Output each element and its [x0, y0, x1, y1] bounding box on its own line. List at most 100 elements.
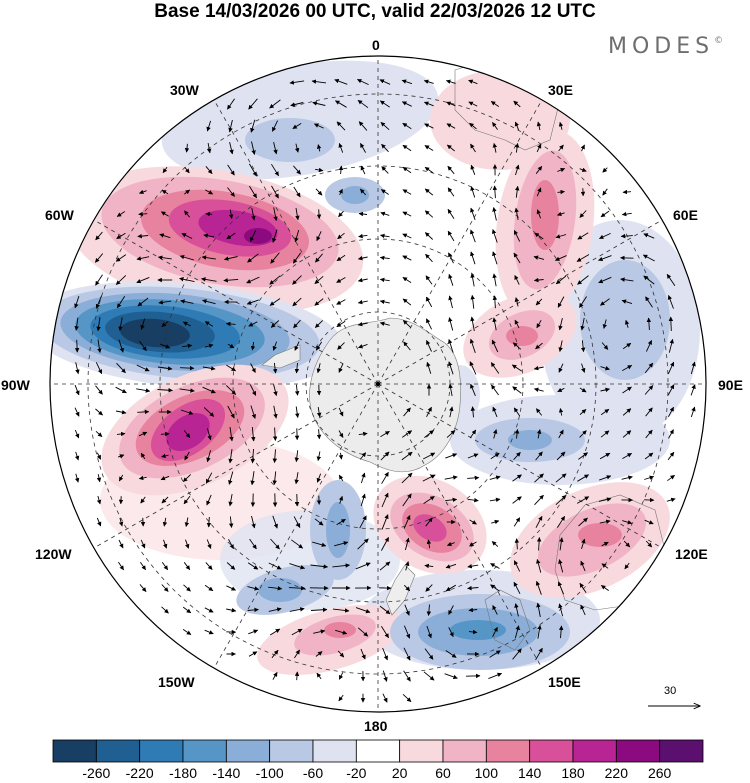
wind-vector-arrow: [447, 338, 454, 353]
wind-vector-arrow: [338, 188, 343, 196]
wind-vector-arrow: [162, 166, 168, 174]
wind-vector-arrow: [401, 101, 412, 107]
wind-vector-arrow: [332, 608, 350, 613]
wind-vector-arrow: [512, 342, 522, 350]
wind-vector-arrow: [535, 647, 543, 661]
wind-vector-arrow: [468, 629, 478, 635]
wind-vector-arrow: [202, 299, 216, 305]
wind-vector-arrow: [645, 296, 653, 308]
wind-vector-arrow: [204, 584, 214, 592]
wind-vector-arrow: [203, 407, 215, 417]
wind-vector-arrow: [536, 121, 542, 131]
wind-vector-arrow: [288, 585, 306, 591]
wind-vector-arrow: [336, 320, 346, 328]
wind-vector-arrow: [182, 606, 192, 614]
wind-vector-arrow: [534, 232, 544, 240]
wind-vector-arrow: [182, 321, 191, 327]
wind-vector-arrow: [118, 517, 124, 527]
wind-vector-arrow: [163, 539, 168, 549]
wind-vector-arrow: [490, 563, 500, 569]
wind-vector-arrow: [94, 253, 104, 263]
wind-vector-arrow: [448, 295, 453, 309]
wind-vector-arrow: [602, 319, 608, 329]
wind-vector-arrow: [514, 185, 520, 198]
wind-vector-arrow: [470, 143, 476, 153]
wind-vector-arrow: [555, 494, 567, 506]
wind-vector-arrow: [557, 581, 565, 595]
wind-vector-arrow: [535, 165, 543, 174]
colorbar-tick: 60: [435, 765, 451, 781]
wind-vector-arrow: [666, 497, 676, 503]
wind-vector-arrow: [622, 342, 632, 350]
wind-vector-arrow: [116, 211, 126, 217]
wind-vector-arrow: [206, 143, 212, 154]
wind-vector-arrow: [157, 255, 172, 260]
wind-vector-arrow: [492, 295, 498, 309]
wind-vector-arrow: [205, 472, 213, 484]
wind-vector-arrow: [140, 452, 146, 460]
wind-vector-arrow: [382, 693, 388, 703]
wind-vector-arrow: [514, 603, 519, 617]
wind-vector-arrow: [316, 407, 322, 418]
wind-vector-arrow: [491, 519, 500, 525]
wind-vector-arrow: [249, 384, 257, 396]
wind-vector-arrow: [556, 211, 565, 217]
wind-vector-arrow: [580, 317, 585, 331]
wind-vector-arrow: [557, 387, 565, 393]
wind-vector-arrow: [315, 341, 323, 351]
wind-vector-arrow: [272, 672, 278, 680]
wind-vector-arrow: [315, 188, 323, 196]
wind-vector-arrow: [137, 409, 150, 415]
wind-vector-arrow: [271, 120, 279, 132]
wind-vector-arrow: [289, 563, 306, 570]
wind-vector-arrow: [513, 100, 521, 108]
label-150w: 150W: [158, 674, 195, 690]
wind-vector-arrow: [598, 232, 611, 240]
wind-vector-arrow: [690, 406, 696, 418]
wind-vector-arrow: [447, 165, 455, 175]
wind-vector-arrow: [492, 604, 498, 615]
wind-vector-arrow: [332, 563, 351, 568]
wind-vector-arrow: [426, 361, 432, 374]
wind-vector-arrow: [206, 428, 212, 441]
wind-vector-arrow: [536, 143, 542, 153]
colorbar-swatch: [399, 739, 444, 763]
wind-vector-arrow: [448, 605, 454, 615]
wind-vector-arrow: [602, 167, 608, 173]
wind-vector-arrow: [249, 185, 257, 199]
wind-vector-arrow: [381, 166, 389, 174]
wind-vector-arrow: [294, 229, 300, 243]
wind-vector-arrow: [445, 563, 457, 569]
wind-vector-arrow: [115, 409, 127, 415]
wind-vector-arrow: [448, 361, 454, 375]
wind-vector-arrow: [179, 388, 195, 393]
wind-vector-arrow: [492, 122, 498, 130]
wind-vector-arrow: [536, 429, 542, 439]
wind-vector-arrow: [402, 298, 412, 306]
wind-vector-arrow: [357, 255, 368, 261]
wind-vector-arrow: [140, 318, 146, 330]
colorbar-tick: 260: [647, 765, 672, 781]
wind-vector-arrow: [336, 121, 346, 131]
wind-vector-arrow: [159, 233, 171, 239]
wind-vector-arrow: [579, 409, 587, 415]
wind-vector-arrow: [316, 363, 321, 374]
wind-vector-arrow: [251, 426, 256, 442]
wind-vector-arrow: [492, 207, 497, 221]
wind-vector-arrow: [445, 650, 457, 658]
wind-vector-arrow: [268, 586, 283, 591]
wind-vector-arrow: [160, 431, 170, 437]
wind-vector-arrow: [536, 319, 542, 329]
wind-vector-arrow: [533, 277, 544, 283]
wind-vector-arrow: [180, 365, 195, 371]
wind-vector-arrow: [271, 185, 279, 199]
wind-vector-arrow: [316, 144, 322, 152]
wind-vector-arrow: [576, 254, 590, 262]
wind-vector-arrow: [468, 79, 478, 85]
wind-vector-arrow: [424, 648, 434, 660]
wind-vector-arrow: [536, 187, 542, 197]
wind-vector-arrow: [381, 537, 389, 551]
wind-vector-arrow: [206, 539, 212, 549]
wind-vector-arrow: [402, 277, 412, 283]
wind-vector-arrow: [492, 142, 498, 153]
